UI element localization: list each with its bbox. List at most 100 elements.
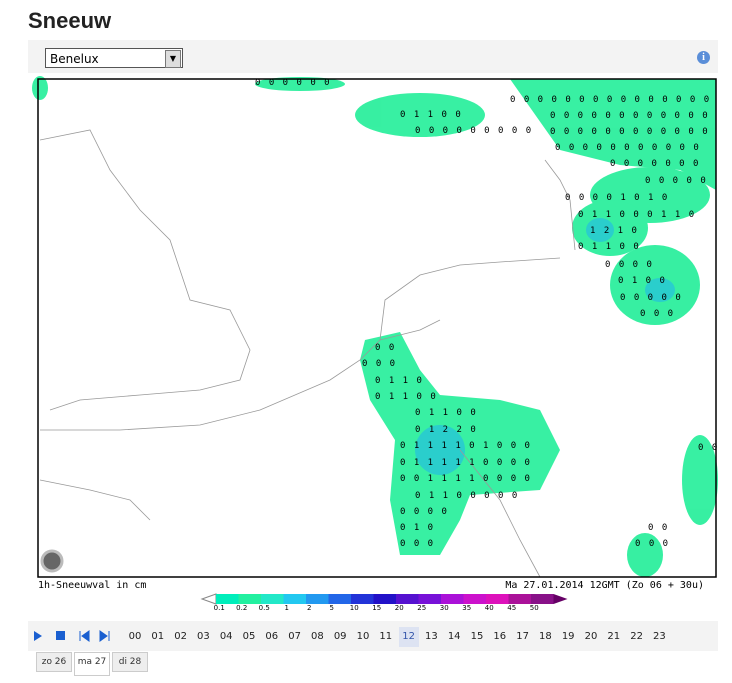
- legend-label: 50: [530, 604, 539, 612]
- day-tab[interactable]: ma 27: [74, 652, 110, 676]
- legend-label: 10: [350, 604, 359, 612]
- region-select[interactable]: Benelux ▼: [45, 48, 183, 68]
- map-value: 0 0 0 0 1 0 1 0: [565, 193, 669, 203]
- hour-button[interactable]: 15: [470, 631, 484, 642]
- hour-button[interactable]: 18: [539, 631, 552, 642]
- legend-swatch: [306, 594, 329, 604]
- hour-button[interactable]: 23: [653, 631, 666, 642]
- stop[interactable]: [56, 631, 65, 640]
- map-value: 0 1 1 1 1 1 0 0 0 0: [400, 458, 531, 468]
- map-value: 0 0 0 0 0 0 0 0 0 0 0 0 0 0 0: [510, 95, 711, 105]
- hour-button[interactable]: 13: [425, 631, 438, 642]
- legend-label: 45: [507, 604, 516, 612]
- map-value: 0 1 1 0 0: [415, 408, 477, 418]
- play[interactable]: [34, 631, 42, 641]
- info-icon[interactable]: i: [697, 51, 710, 64]
- hour-button[interactable]: 11: [379, 631, 393, 642]
- legend-label: 25: [417, 604, 426, 612]
- legend-label: 15: [372, 604, 381, 612]
- coastlines: [39, 129, 576, 578]
- map-bg: [38, 79, 716, 577]
- legend-label: 35: [462, 604, 471, 612]
- loading-icon: [40, 549, 64, 573]
- map-value: 0 0 0 0 0: [645, 176, 707, 186]
- hour-button[interactable]: 03: [197, 631, 210, 642]
- map-value: 0 0 0: [362, 359, 397, 369]
- map-value: 0 0 0 0 0 0 0 0 0 0 0 0: [550, 127, 709, 137]
- legend-swatch: [328, 594, 351, 604]
- legend-swatch: [508, 594, 531, 604]
- map-value: 0 1 1 0 0 0 0 0: [415, 491, 519, 501]
- legend-label: 40: [485, 604, 494, 612]
- legend-swatch: [486, 594, 509, 604]
- legend-swatch: [373, 594, 396, 604]
- hour-button[interactable]: 22: [630, 631, 643, 642]
- legend-label: 0.1: [214, 604, 225, 612]
- legend-swatch: [238, 594, 261, 604]
- hour-button[interactable]: 20: [584, 631, 598, 642]
- select-arrow[interactable]: ▼: [165, 50, 181, 68]
- legend-arrow: [553, 594, 568, 604]
- snow-heavier: [415, 218, 675, 475]
- map-value: 0 0: [698, 443, 719, 453]
- legend-swatch: [261, 594, 284, 604]
- map-value: 0 0: [375, 343, 396, 353]
- map-value: 0 0: [648, 523, 669, 533]
- hour-button[interactable]: 19: [561, 631, 575, 642]
- map-value: 0 0 0 0: [400, 507, 448, 517]
- controls: [28, 621, 718, 651]
- map-value: 0 0 0: [635, 539, 670, 549]
- map-value: 0 0 0 0 0 0 0: [610, 159, 700, 169]
- hour-button[interactable]: 10: [356, 631, 370, 642]
- hour-button[interactable]: 09: [333, 631, 347, 642]
- map-value: 0 1 2 2 0: [415, 425, 477, 435]
- legend-swatch: [396, 594, 419, 604]
- map-value: 0 0 0 0 0 0 0 0 0: [415, 126, 533, 136]
- hour-button[interactable]: 16: [493, 631, 507, 642]
- hour-button[interactable]: 21: [607, 631, 621, 642]
- legend-swatch: [418, 594, 441, 604]
- legend-label: 20: [395, 604, 404, 612]
- map-value: 0 0 0 0 0 0: [255, 78, 331, 88]
- hour-button[interactable]: 14: [447, 631, 461, 642]
- select-text: Benelux: [50, 52, 99, 66]
- first[interactable]: [79, 630, 90, 642]
- title: Sneeuw: [28, 8, 112, 33]
- map-value: 0 0 1 1 1 1 0 0 0 0: [400, 474, 531, 484]
- last[interactable]: [99, 630, 110, 642]
- hour-button[interactable]: 17: [516, 631, 529, 642]
- legend-arrow: [200, 593, 217, 605]
- map-value: 0 1 0 0: [618, 276, 666, 286]
- map-value: 0 1 1 0 0: [400, 110, 462, 120]
- day-tab[interactable]: di 28: [112, 652, 148, 672]
- caption-left: 1h-Sneeuwval in cm: [38, 580, 146, 591]
- legend-label: 30: [440, 604, 449, 612]
- legend-label: 0.5: [259, 604, 270, 612]
- legend-swatch: [463, 594, 486, 604]
- hour-button[interactable]: 02: [174, 631, 187, 642]
- legend-swatch: [283, 594, 306, 604]
- map-frame: [37, 78, 717, 578]
- hour-button[interactable]: 00: [128, 631, 142, 642]
- map-value: 0 0 0 0 0 0 0 0 0 0 0: [555, 143, 700, 153]
- hour-button[interactable]: 08: [311, 631, 324, 642]
- map-value: 0 0 0: [640, 309, 675, 319]
- hour-button[interactable]: 01: [151, 631, 165, 642]
- legend-label: 2: [307, 604, 311, 612]
- hour-button[interactable]: 07: [288, 631, 301, 642]
- hour-button[interactable]: 04: [219, 631, 233, 642]
- legend-swatch: [441, 594, 464, 604]
- legend-swatch: [531, 594, 554, 604]
- hour-button[interactable]: 05: [242, 631, 256, 642]
- map-value: 0 1 1 1 1 0 1 0 0 0: [400, 441, 531, 451]
- hour-button[interactable]: 12: [398, 627, 419, 647]
- legend-label: 0.2: [236, 604, 247, 612]
- map-value: 0 1 1 0: [375, 376, 423, 386]
- hour-button[interactable]: 06: [265, 631, 279, 642]
- map-value: 0 1 1 0 0: [375, 392, 437, 402]
- day-tab[interactable]: zo 26: [36, 652, 72, 672]
- caption-right: Ma 27.01.2014 12GMT (Zo 06 + 30u): [505, 580, 704, 591]
- map-value: 0 0 0 0 0 0 0 0 0 0 0 0: [550, 111, 709, 121]
- map-value: 0 0 0: [400, 539, 435, 549]
